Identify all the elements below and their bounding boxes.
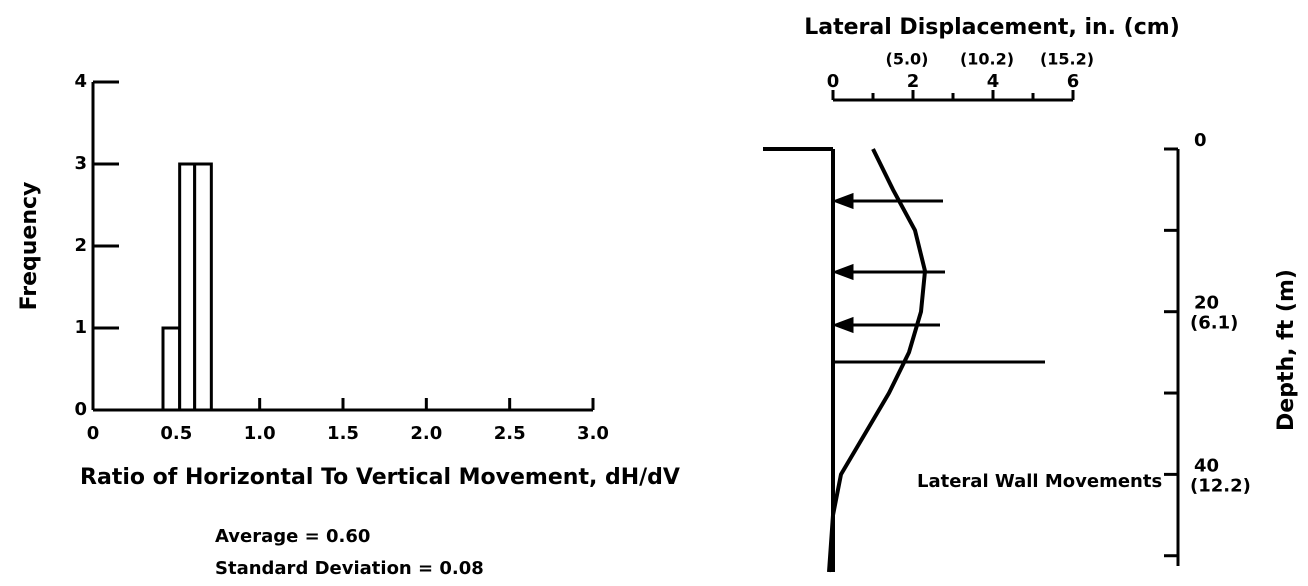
x-tick-label: 4	[987, 71, 1000, 92]
anchors	[831, 192, 1045, 364]
bar	[161, 326, 182, 412]
x-tick-label: 0.5	[160, 423, 192, 444]
x-axis-label: Ratio of Horizontal To Vertical Movement…	[80, 465, 680, 490]
y-tick-label: 0	[74, 399, 87, 420]
chart-title: Lateral Displacement, in. (cm)	[804, 15, 1180, 40]
arrow-head	[831, 263, 854, 281]
x-tick-label: 3.0	[577, 423, 609, 444]
y-tick-label: 2	[74, 235, 87, 256]
bar	[193, 162, 213, 412]
annotation: Lateral Wall Movements	[917, 471, 1162, 492]
x-tick-label-cm: (10.2)	[960, 50, 1014, 69]
y-tick-label-m: (6.1)	[1190, 313, 1238, 334]
y-tick-label: 4	[74, 71, 87, 92]
x-tick-label: 1.5	[327, 423, 359, 444]
y-tick-label: 1	[74, 317, 87, 338]
x-tick-label: 2.5	[494, 423, 526, 444]
displacement-curve	[827, 148, 927, 573]
y-tick-label: 0	[1194, 130, 1207, 151]
y-tick-label: 20	[1194, 293, 1219, 314]
annotation: Average = 0.60	[215, 526, 370, 547]
bar	[178, 162, 197, 412]
x-tick-label: 6	[1067, 71, 1080, 92]
y-tick-label: 3	[74, 153, 87, 174]
x-tick-label: 1.0	[244, 423, 276, 444]
x-tick-label: 0	[87, 423, 100, 444]
x-tick-label-cm: (5.0)	[886, 50, 929, 69]
annotation: Standard Deviation = 0.08	[215, 558, 484, 579]
arrow-head	[831, 316, 854, 334]
x-tick-label: 0	[827, 71, 840, 92]
y-tick-label: 40	[1194, 455, 1219, 476]
arrow-head	[831, 192, 854, 210]
y-axis-label: Depth, ft (m)	[1274, 269, 1299, 431]
y-tick-label-m: (12.2)	[1190, 475, 1251, 496]
x-tick-label: 2	[907, 71, 920, 92]
x-tick-label-cm: (15.2)	[1040, 50, 1094, 69]
y-axis-label: Frequency	[17, 182, 42, 311]
x-tick-label: 2.0	[410, 423, 442, 444]
